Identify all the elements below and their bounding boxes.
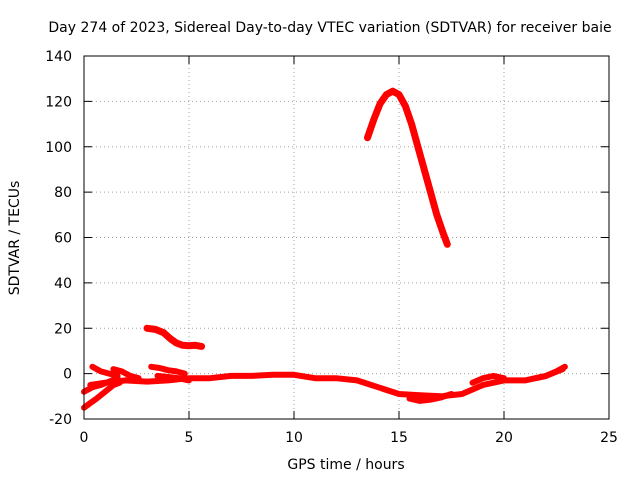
plot-frame bbox=[83, 55, 610, 420]
y-tick-label: -20 bbox=[49, 412, 72, 428]
ticks-layer bbox=[83, 55, 610, 420]
series-baseline-arc-a bbox=[81, 379, 123, 411]
x-tick-label: 0 bbox=[80, 430, 89, 446]
x-tick-label: 10 bbox=[285, 430, 303, 446]
y-tick-label: 80 bbox=[54, 185, 72, 201]
y-tick-label: 100 bbox=[45, 140, 72, 156]
series-baseline-main bbox=[87, 366, 566, 400]
x-tick-label: 20 bbox=[495, 430, 513, 446]
x-tick-label: 5 bbox=[185, 430, 194, 446]
y-tick-label: 60 bbox=[54, 231, 72, 247]
series-baseline-arc-d bbox=[110, 366, 142, 382]
y-axis-label: SDTVAR / TECUs bbox=[7, 181, 23, 296]
y-tick-label: 20 bbox=[54, 321, 72, 337]
x-axis-label: GPS time / hours bbox=[287, 457, 404, 473]
series-baseline-arc-i bbox=[532, 363, 568, 382]
series-baseline-arc-f bbox=[154, 372, 192, 384]
x-tick-label: 25 bbox=[600, 430, 618, 446]
series-baseline-arc-h bbox=[469, 372, 507, 386]
series-baseline-arc-g bbox=[406, 391, 455, 404]
chart-title: Day 274 of 2023, Sidereal Day-to-day VTE… bbox=[48, 20, 611, 36]
y-tick-label: 0 bbox=[63, 367, 72, 383]
series-mid-arc bbox=[143, 324, 206, 350]
y-tick-label: 140 bbox=[45, 49, 72, 65]
labels-layer: 0 5 10 15 20 25 -20 0 20 40 60 80 100 120 140 bbox=[45, 49, 618, 446]
y-tick-label: 40 bbox=[54, 276, 72, 292]
series-high-arc bbox=[364, 87, 451, 248]
series-baseline-arc-b bbox=[81, 375, 121, 395]
series-baseline-arc-c bbox=[89, 363, 121, 379]
y-tick-label: 120 bbox=[45, 94, 72, 110]
x-tick-label: 15 bbox=[390, 430, 408, 446]
series-layer bbox=[81, 87, 568, 411]
series-baseline-arc-e bbox=[148, 363, 188, 377]
grid-layer bbox=[84, 56, 609, 419]
